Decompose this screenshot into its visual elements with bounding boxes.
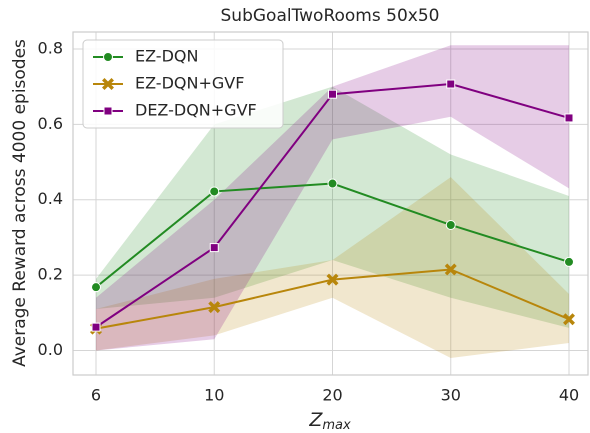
x-tick-label: 20	[322, 386, 342, 405]
marker	[444, 263, 457, 276]
x-tick-label: 30	[441, 386, 461, 405]
marker	[103, 52, 113, 62]
plot-frame	[72, 31, 589, 376]
marker	[327, 178, 338, 189]
marker	[563, 313, 575, 326]
legend-label: DEZ-DQN+GVF	[135, 101, 257, 120]
x-axis-label-main: Z	[308, 409, 323, 431]
x-axis-label-sub: max	[322, 418, 351, 433]
x-tick-label: 40	[559, 386, 579, 405]
y-tick-label: 0.4	[38, 189, 63, 208]
x-axis-label: Zmax	[308, 409, 351, 433]
marker	[326, 273, 339, 286]
legend-label: EZ-DQN	[135, 47, 198, 66]
marker	[445, 219, 456, 230]
chart-title: SubGoalTwoRooms 50x50	[221, 6, 440, 26]
y-tick-label: 0.2	[38, 265, 63, 284]
marker	[208, 301, 221, 314]
x-tick-label: 10	[204, 386, 224, 405]
marker	[209, 186, 220, 197]
y-tick-label: 0.6	[38, 114, 63, 133]
y-tick-label: 0.8	[38, 38, 63, 57]
marker	[102, 78, 114, 90]
marker	[564, 256, 574, 267]
marker	[564, 113, 574, 123]
marker	[91, 282, 101, 293]
y-tick-label: 0.0	[38, 340, 63, 359]
confidence-band	[96, 45, 569, 351]
legend-box	[82, 39, 284, 129]
y-axis-label: Average Reward across 4000 episodes	[10, 39, 30, 367]
legend-label: EZ-DQN+GVF	[135, 74, 244, 93]
marker	[91, 322, 101, 332]
marker	[103, 106, 113, 116]
x-tick-label: 6	[91, 386, 101, 405]
marker	[209, 243, 219, 253]
marker	[446, 79, 456, 89]
marker	[328, 89, 337, 99]
